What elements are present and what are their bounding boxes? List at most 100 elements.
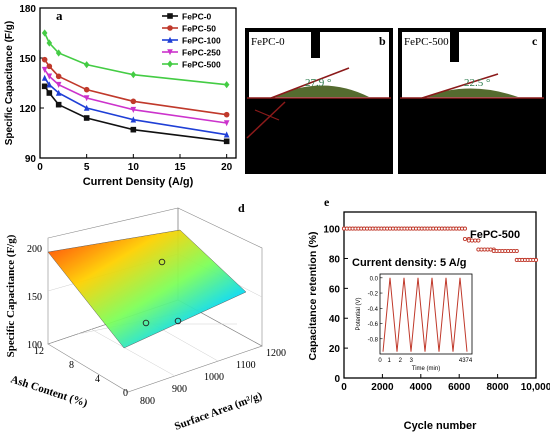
d-z-tick-label: 100 xyxy=(27,340,42,351)
d-x-tick-label: 1200 xyxy=(266,348,286,359)
inset-x-tick-label: 3 xyxy=(410,358,414,364)
panel-b-letter: b xyxy=(379,34,386,48)
a-point-fepc-0 xyxy=(55,101,62,108)
a-point-fepc-100 xyxy=(46,81,53,88)
e-y-tick-label: 80 xyxy=(329,254,341,265)
inset-y-tick-label: -0.6 xyxy=(368,322,379,328)
a-x-tick-label: 10 xyxy=(128,162,140,173)
a-legend-marker-fepc-100 xyxy=(167,36,173,43)
a-point-fepc-500 xyxy=(223,81,230,89)
a-point-fepc-50 xyxy=(83,86,90,93)
a-x-tick-label: 0 xyxy=(37,162,43,173)
a-point-fepc-0 xyxy=(41,83,48,90)
a-legend-label-fepc-0: FePC-0 xyxy=(182,12,212,22)
d-y-tick-label: 12 xyxy=(34,346,44,357)
e-data-point xyxy=(462,237,468,242)
a-point-fepc-250 xyxy=(223,120,230,127)
d-z-tick-label: 150 xyxy=(27,292,42,303)
b-sample-label: FePC-0 xyxy=(251,36,285,48)
a-point-fepc-50 xyxy=(41,56,48,63)
e-title: FePC-500 xyxy=(470,229,520,241)
b-reflection-line xyxy=(246,101,286,139)
a-point-fepc-0 xyxy=(223,138,230,145)
a-point-fepc-0 xyxy=(130,126,137,133)
c-angle-label: 22.5 ° xyxy=(464,77,490,89)
panel-d-letter: d xyxy=(238,201,245,215)
inset-x-tick-label: 1 xyxy=(388,358,392,364)
d-x-tick-label: 1100 xyxy=(236,360,256,371)
e-x-tick-label: 4000 xyxy=(410,382,433,393)
a-x-tick-label: 5 xyxy=(84,162,90,173)
a-point-fepc-500 xyxy=(55,49,62,57)
d-z-tick-label: 200 xyxy=(27,244,42,255)
a-point-fepc-0 xyxy=(83,115,90,121)
d-y-tick-label: 4 xyxy=(95,374,100,385)
inset-x-tick-label: 2 xyxy=(399,358,403,364)
e-data-point xyxy=(514,248,519,254)
d-surface xyxy=(47,229,247,349)
a-point-fepc-50 xyxy=(223,111,230,118)
panel-d-chart: 100 150 200 0 4 8 12 800 900 1000 1100 1200 d Spe… xyxy=(5,201,286,433)
d-z-axis-label: Specific Capacitance (F/g) xyxy=(5,234,17,357)
d-x-axis-label: Surface Area (m²/g) xyxy=(173,390,264,433)
inset-y-tick-label: -0.4 xyxy=(368,307,379,313)
a-point-fepc-100 xyxy=(130,116,137,123)
inset-x-axis-label: Time (min) xyxy=(412,366,440,372)
e-x-tick-label: 6000 xyxy=(448,382,471,393)
a-point-fepc-100 xyxy=(223,131,230,138)
a-point-fepc-250 xyxy=(130,106,137,113)
c-photo-background xyxy=(402,32,542,98)
b-reflection-line-2 xyxy=(254,109,280,121)
a-legend-marker-fepc-250 xyxy=(167,49,173,56)
b-tangent-line xyxy=(270,67,350,99)
d-data-point xyxy=(174,317,182,325)
a-point-fepc-250 xyxy=(41,66,48,73)
e-y-tick-label: 0 xyxy=(334,374,340,385)
e-y-tick-label: 40 xyxy=(329,314,341,325)
a-point-fepc-100 xyxy=(41,74,48,81)
d-data-point xyxy=(142,319,150,327)
inset-gcd-curve xyxy=(382,277,468,352)
d-x-tick-label: 800 xyxy=(140,396,155,407)
a-point-fepc-50 xyxy=(55,73,62,80)
e-annotation: Current density: 5 A/g xyxy=(352,257,467,269)
a-point-fepc-500 xyxy=(83,61,90,69)
a-point-fepc-500 xyxy=(130,71,137,79)
a-legend-marker-fepc-500 xyxy=(167,60,173,68)
d-x-tick-label: 900 xyxy=(172,384,187,395)
inset-x-tick-label: 4374 xyxy=(459,358,473,364)
d-y-axis-label: Ash Content (%) xyxy=(9,373,89,409)
panel-e-letter: e xyxy=(324,196,330,209)
a-point-fepc-0 xyxy=(46,90,53,96)
c-needle xyxy=(450,32,459,62)
e-x-axis-label: Cycle number xyxy=(404,420,477,432)
panel-b-image: FePC-0 27.9 ° b xyxy=(245,28,393,174)
c-sample-label: FePC-500 xyxy=(404,36,449,48)
a-point-fepc-500 xyxy=(46,39,53,47)
e-y-tick-label: 20 xyxy=(329,344,341,355)
e-x-tick-label: 10,000 xyxy=(521,382,550,393)
a-point-fepc-250 xyxy=(83,95,90,102)
b-needle xyxy=(311,32,320,58)
a-point-fepc-250 xyxy=(55,81,62,88)
e-y-tick-label: 100 xyxy=(323,225,340,236)
a-legend-label-fepc-500: FePC-500 xyxy=(182,60,221,70)
d-x-tick-label: 1000 xyxy=(204,372,224,383)
e-y-tick-label: 60 xyxy=(329,284,341,295)
a-y-tick-label: 150 xyxy=(19,54,36,65)
panel-c-letter: c xyxy=(532,34,538,48)
a-y-tick-label: 180 xyxy=(19,4,36,15)
c-tangent-line xyxy=(421,73,499,99)
b-angle-label: 27.9 ° xyxy=(305,77,331,89)
inset-y-axis-label: Potential (V) xyxy=(356,297,362,330)
inset-y-tick-label: -0.2 xyxy=(368,292,379,298)
e-y-axis-label: Capacitance retention (%) xyxy=(307,232,319,361)
d-data-point xyxy=(158,258,166,266)
panel-c-image: FePC-500 22.5 ° c xyxy=(398,28,546,174)
inset-x-tick-label: 0 xyxy=(378,358,382,364)
d-y-tick-label: 0 xyxy=(123,388,128,399)
a-y-axis-label: Specific Capacitance (F/g) xyxy=(4,21,15,145)
a-x-tick-label: 15 xyxy=(174,162,186,173)
inset-y-tick-label: 0.0 xyxy=(370,276,379,282)
